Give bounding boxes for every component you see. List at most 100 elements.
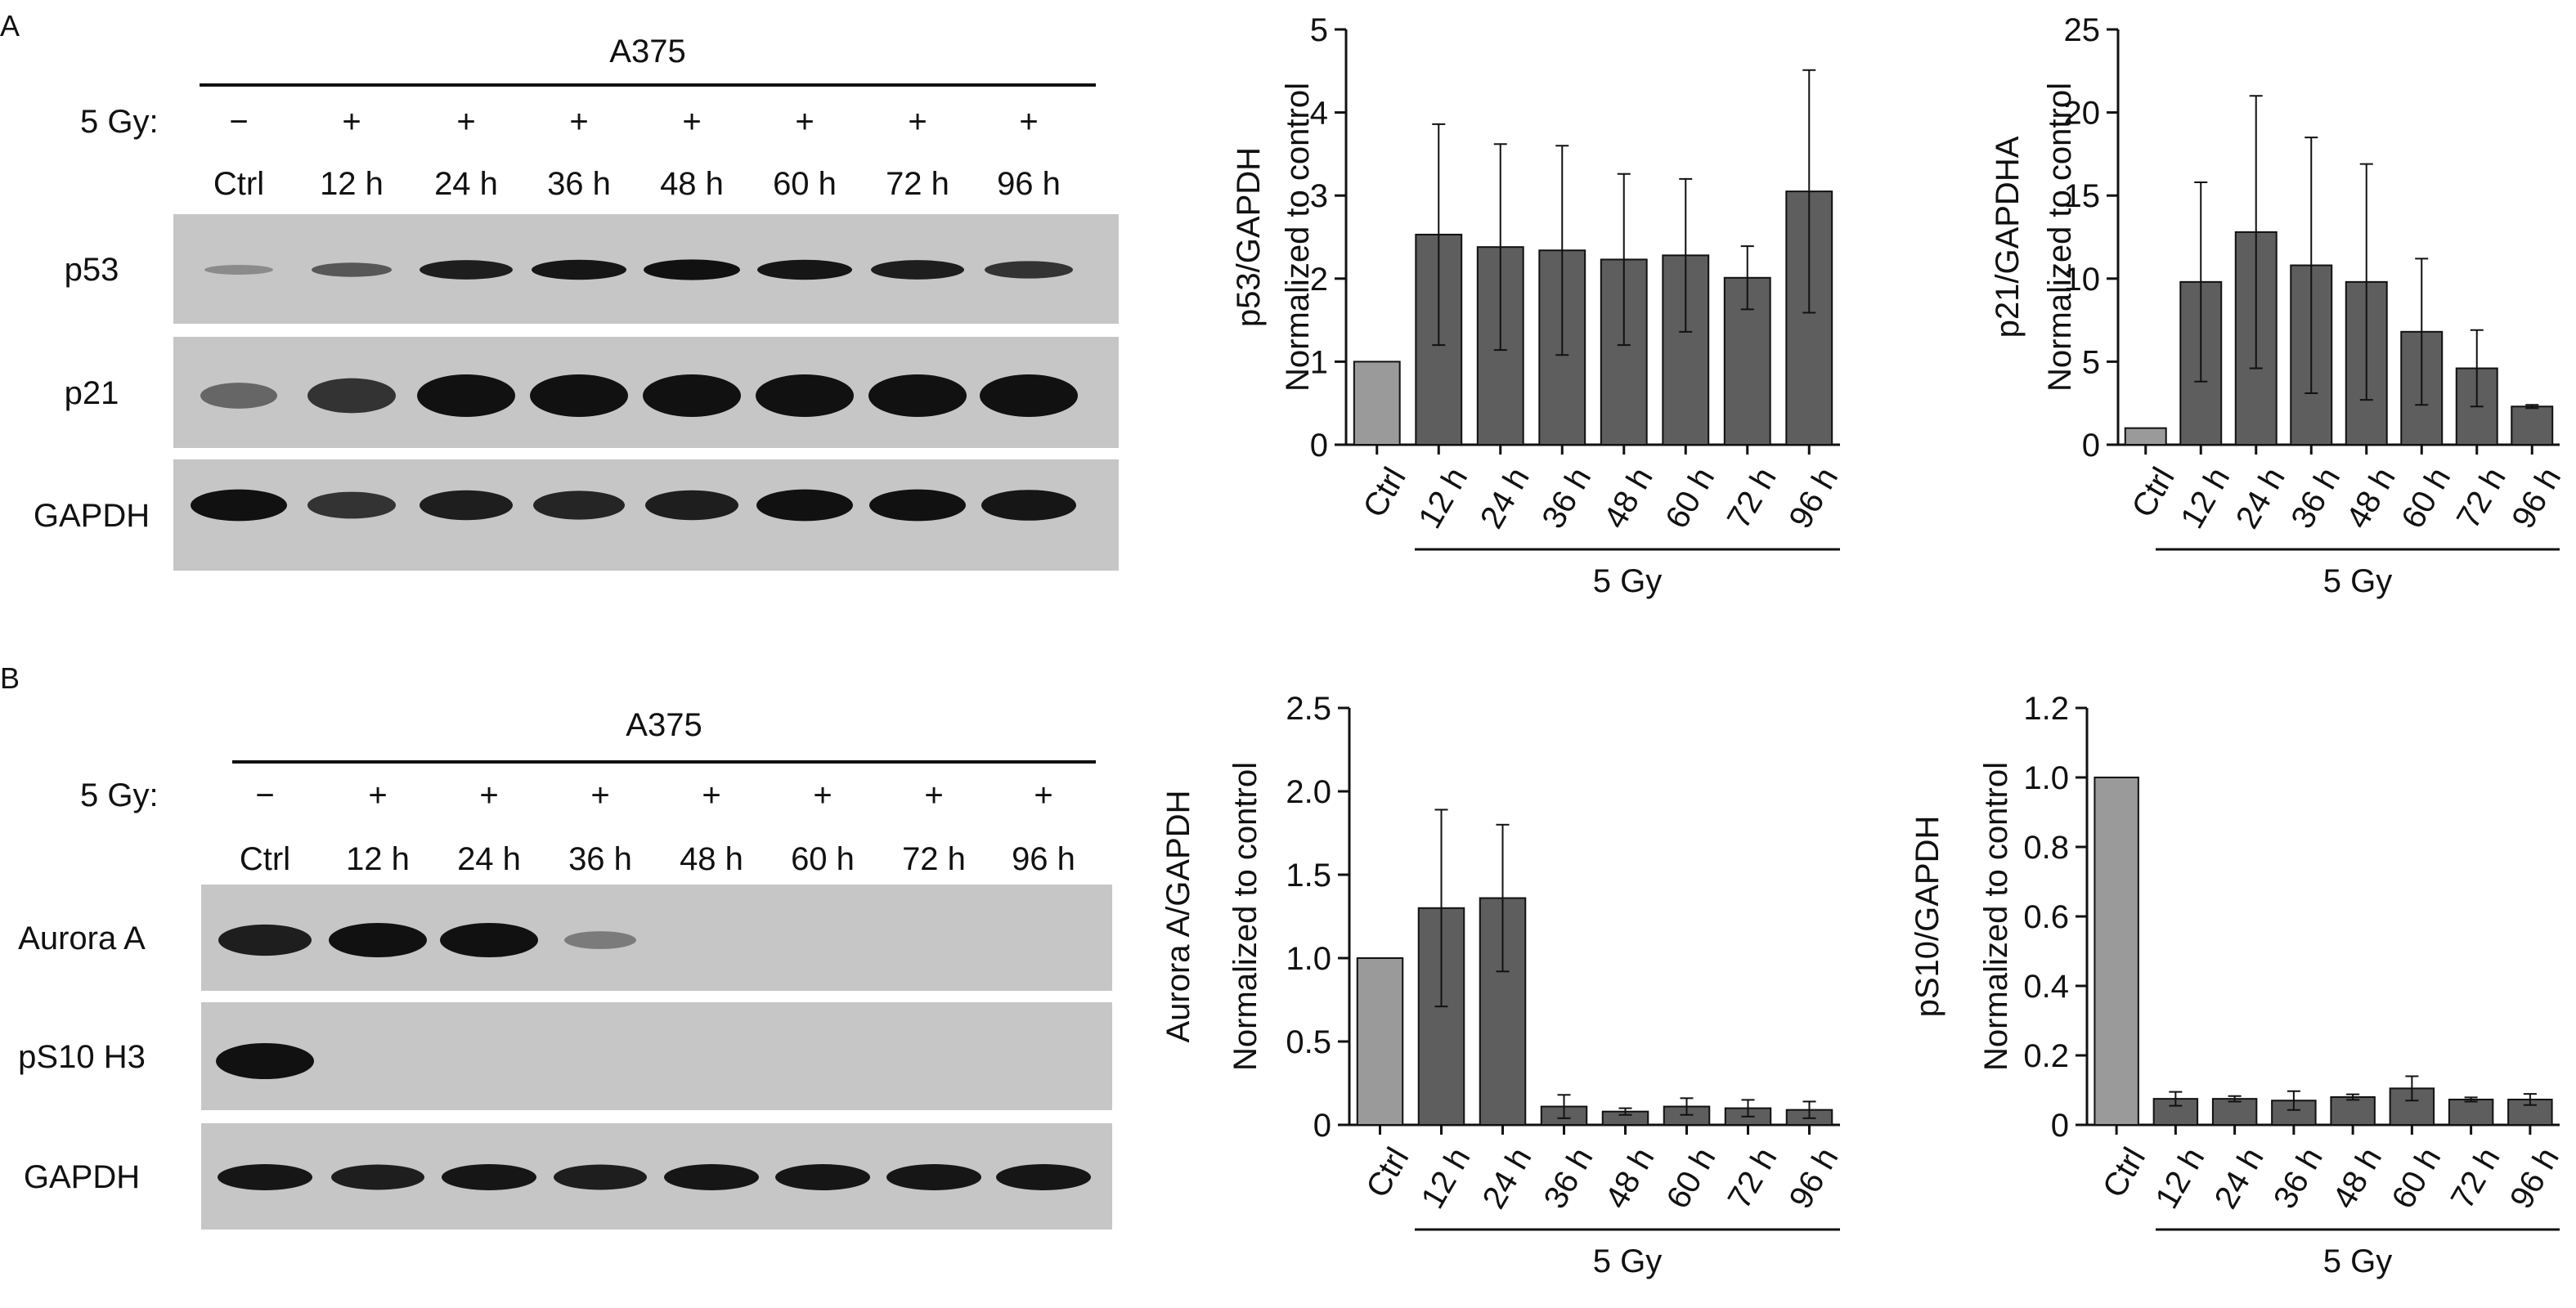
treatment-sign: − <box>229 104 248 140</box>
x-tick-label: 48 h <box>2340 462 2403 535</box>
treatment-sign: + <box>924 777 943 813</box>
x-tick-label: 24 h <box>1476 1142 1539 1215</box>
x-tick-label: 96 h <box>2503 1142 2566 1215</box>
blot-band <box>442 1164 536 1190</box>
x-tick-label: 48 h <box>2326 1142 2389 1215</box>
treatment-sign: + <box>702 777 720 813</box>
blot-band <box>756 489 853 522</box>
blot-band <box>645 490 738 521</box>
blot-band <box>532 259 626 280</box>
blot-band <box>644 259 740 280</box>
x-tick-label: 96 h <box>1783 1142 1846 1215</box>
lane-label: 24 h <box>434 166 498 202</box>
treatment-sign: + <box>342 104 361 140</box>
y-axis-label: Aurora A/GAPDH <box>1160 790 1196 1042</box>
bar <box>2211 1098 2258 1126</box>
treatment-sign: − <box>255 777 274 813</box>
y-tick-label: 4 <box>1310 96 1328 132</box>
blot-band <box>417 374 515 417</box>
panel-label: B <box>0 661 20 695</box>
cell-line-label: A375 <box>626 707 702 743</box>
y-tick-label: 0 <box>1310 428 1328 464</box>
blot-row-label: Aurora A <box>18 921 146 956</box>
x-tick-label: 60 h <box>2385 1142 2448 1215</box>
blot-band <box>329 923 427 957</box>
y-tick-label: 1.0 <box>2023 760 2069 796</box>
blot-band <box>886 1164 981 1190</box>
blot-band <box>331 1164 424 1190</box>
bar <box>1356 957 1404 1126</box>
y-tick-label: 25 <box>2064 12 2101 48</box>
treatment-sign: + <box>569 104 588 140</box>
x-tick-label: 24 h <box>2229 462 2292 535</box>
bar <box>2094 777 2139 1126</box>
blot-band <box>564 931 636 949</box>
x-tick-label: 36 h <box>2267 1142 2330 1215</box>
y-tick-label: 0.6 <box>2023 899 2069 935</box>
y-tick-label: 0.8 <box>2023 830 2069 866</box>
x-tick-label: 12 h <box>2148 1142 2211 1215</box>
blot-row-label: pS10 H3 <box>18 1039 146 1075</box>
bar-chart-4: pS10/GAPDH Normalized to control 0 0.2 0.4 0.… <box>1910 691 2566 1279</box>
blot-band <box>200 383 277 409</box>
dose-label: 5 Gy: <box>80 104 159 140</box>
lane-label: 72 h <box>902 841 966 877</box>
blot-row-label: p21 <box>65 375 119 411</box>
x-tick-label: 48 h <box>1599 1142 1662 1215</box>
bar <box>1353 361 1401 446</box>
y-axis-label: Normalized to control <box>1978 762 2014 1071</box>
lane-label: 12 h <box>346 841 410 877</box>
blot-band <box>980 374 1078 417</box>
x-tick-label: 12 h <box>1411 462 1474 535</box>
blot-band <box>530 374 628 417</box>
y-tick-label: 2 <box>1310 262 1328 298</box>
blot-band <box>775 1164 870 1190</box>
x-tick-label: 72 h <box>2450 462 2513 535</box>
blot-band <box>664 1164 759 1190</box>
y-tick-label: 2.5 <box>1286 691 1331 727</box>
blot-band <box>216 1043 314 1079</box>
x-tick-label: 72 h <box>1721 1142 1784 1215</box>
x-tick-label: 60 h <box>1660 1142 1723 1215</box>
x-tick-label: 96 h <box>2505 462 2568 535</box>
y-tick-label: 0 <box>2051 1108 2069 1144</box>
blot-band <box>307 378 396 414</box>
blot-band <box>420 260 513 280</box>
y-tick-label: 20 <box>2064 96 2101 132</box>
y-tick-label: 1.2 <box>2023 691 2069 727</box>
x-tick-label: 12 h <box>2174 462 2237 535</box>
y-tick-label: 0.2 <box>2023 1038 2069 1074</box>
blot-band <box>533 490 625 520</box>
x-tick-label: 12 h <box>1415 1142 1478 1215</box>
bar <box>2124 427 2167 446</box>
x-tick-label: 24 h <box>1474 462 1537 535</box>
x-tick-label: 48 h <box>1597 462 1660 535</box>
panel-label: A <box>0 9 20 43</box>
lane-label: 96 h <box>997 166 1061 202</box>
blot-membrane <box>173 459 1119 571</box>
treatment-sign: + <box>479 777 498 813</box>
lane-label: 96 h <box>1012 841 1075 877</box>
treatment-sign: + <box>368 777 387 813</box>
y-axis-label: p21/GAPDHA <box>1990 136 2026 338</box>
blot-row-label: GAPDH <box>24 1159 140 1195</box>
blot-band <box>312 262 392 277</box>
x-tick-label: Ctrl <box>1359 1142 1416 1204</box>
y-tick-label: 3 <box>1310 178 1328 214</box>
x-tick-label: 72 h <box>1721 462 1784 535</box>
y-tick-label: 10 <box>2064 262 2101 298</box>
blot-band <box>996 1164 1091 1190</box>
blot-band <box>757 259 852 280</box>
y-axis-label: p53/GAPDH <box>1231 147 1267 327</box>
treatment-sign: + <box>590 777 609 813</box>
y-tick-label: 1 <box>1310 344 1328 380</box>
y-axis-label: pS10/GAPDH <box>1910 816 1945 1018</box>
lane-label: 60 h <box>791 841 855 877</box>
y-tick-label: 0.5 <box>1286 1024 1331 1060</box>
blot-band <box>307 491 396 519</box>
y-tick-label: 1.5 <box>1286 858 1331 894</box>
y-axis-label: Normalized to control <box>1227 762 1263 1071</box>
y-tick-label: 5 <box>2082 344 2100 380</box>
blot-band <box>218 1164 312 1190</box>
